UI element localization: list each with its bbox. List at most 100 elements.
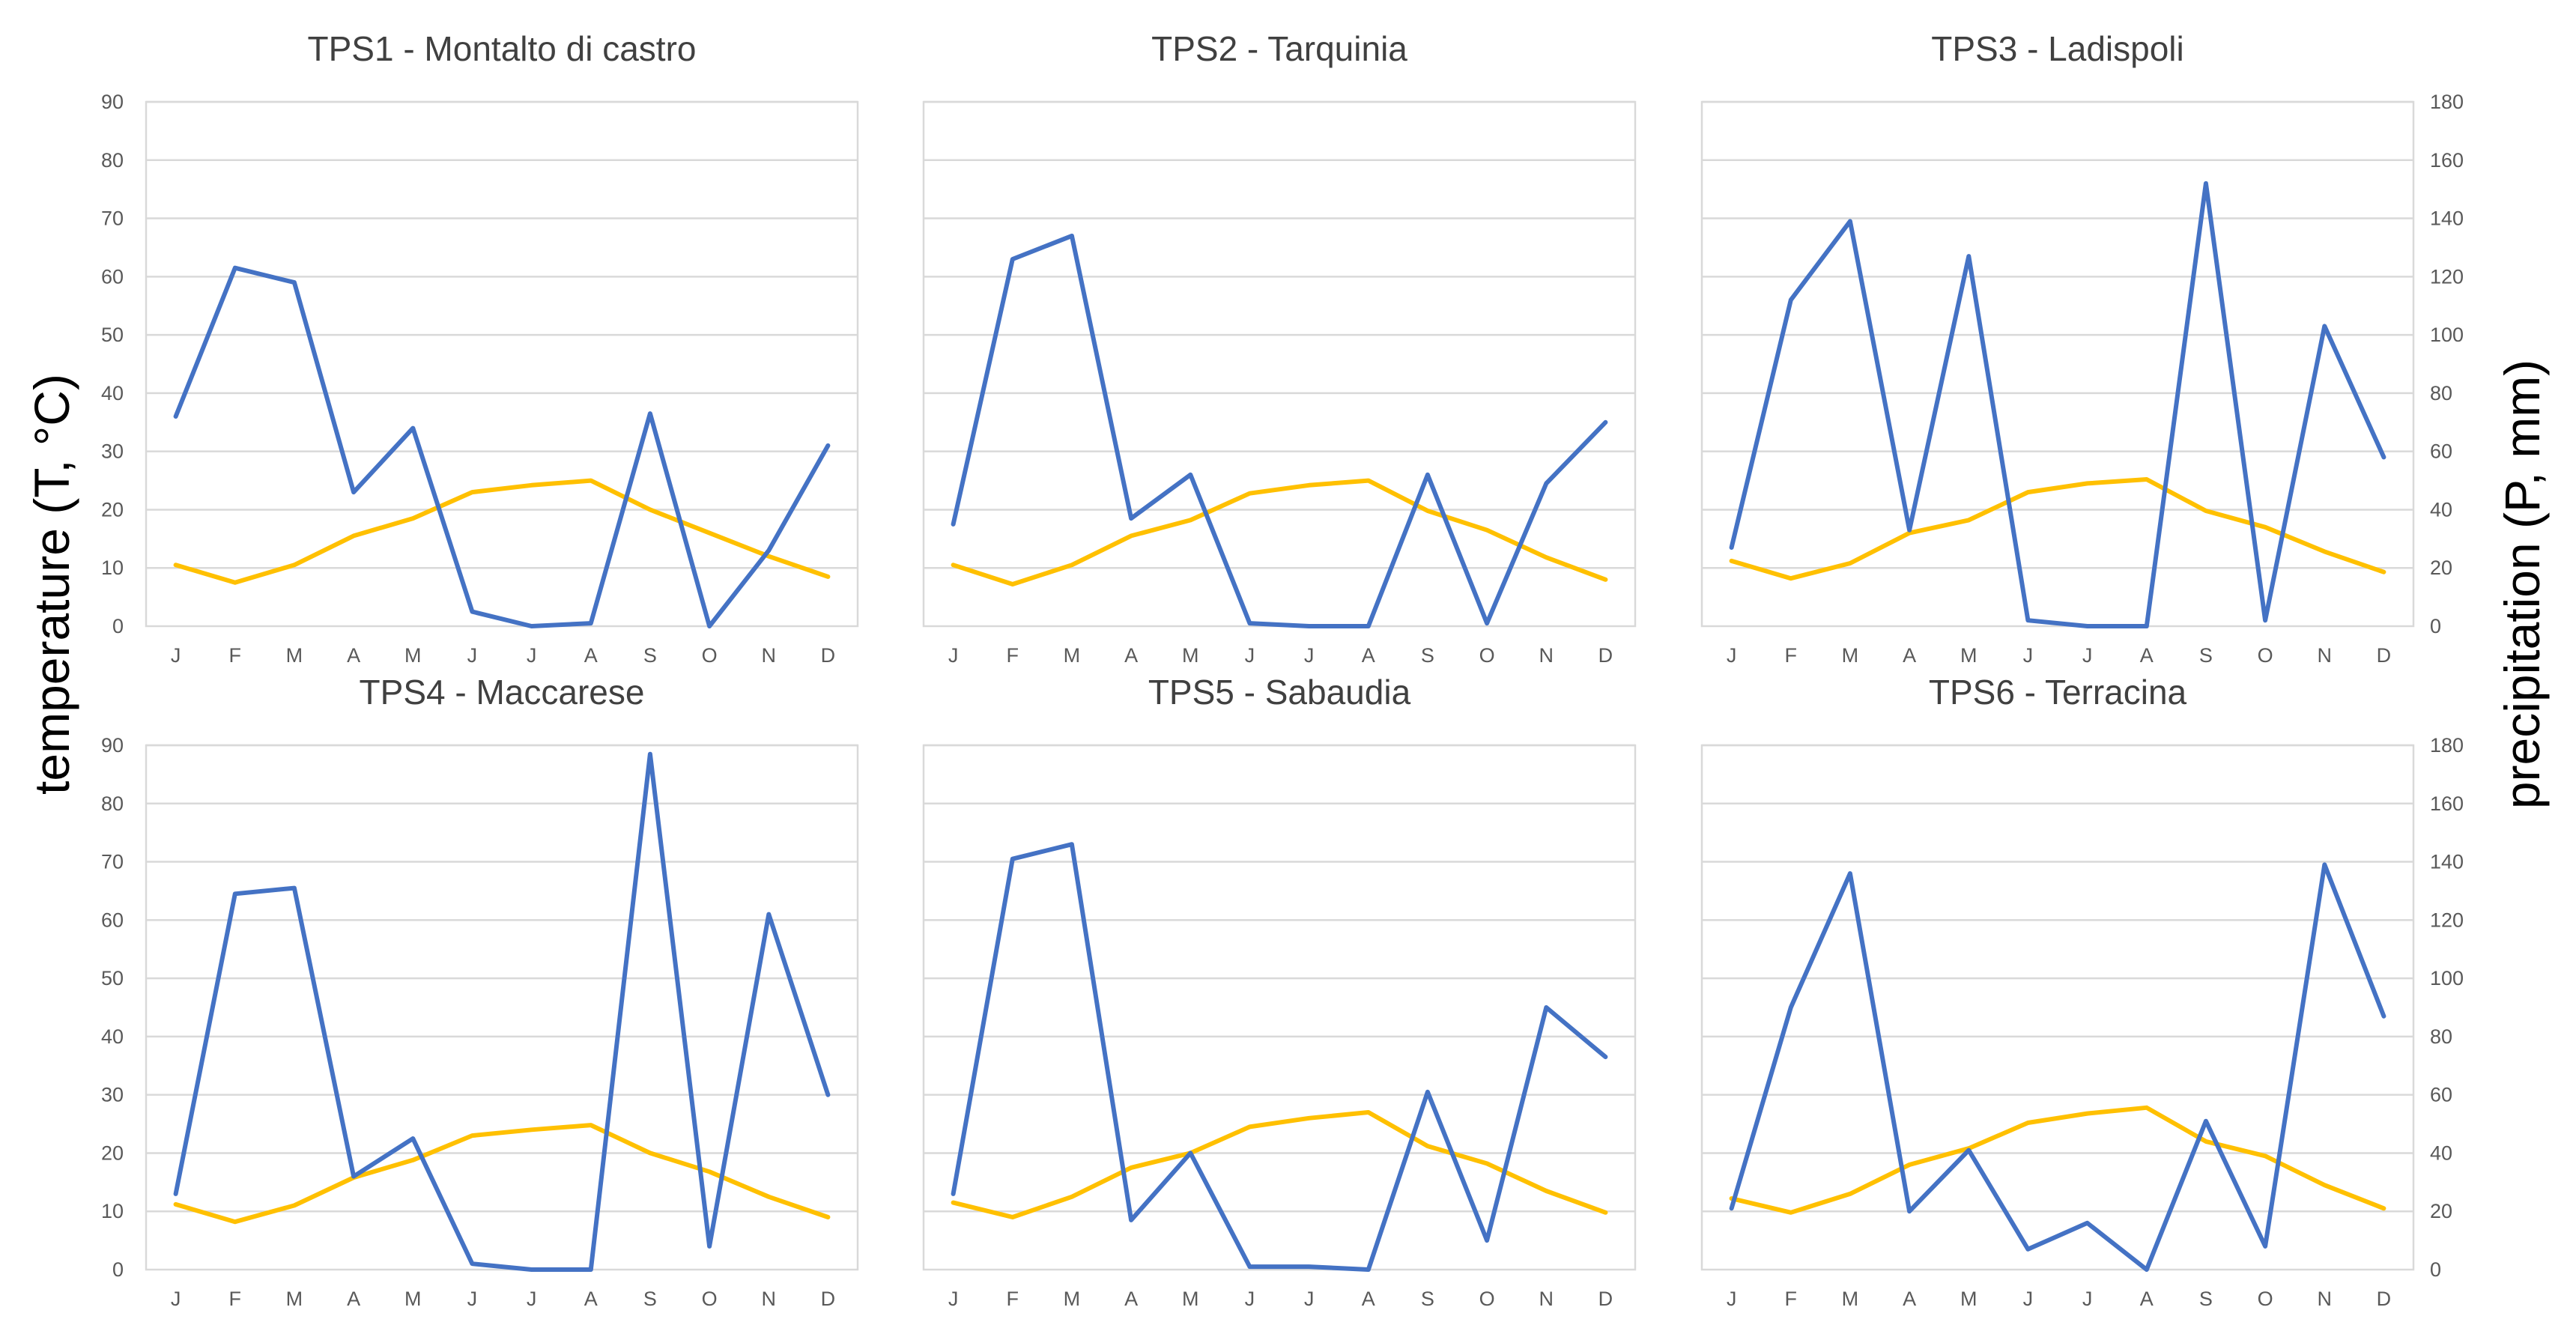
y-tick-label-right: 140: [2430, 207, 2464, 230]
x-tick-label: F: [1007, 1288, 1019, 1310]
x-tick-label: M: [1960, 1288, 1978, 1310]
y-tick-label-right: 100: [2430, 967, 2464, 989]
y-tick-label-left: 40: [101, 1025, 124, 1048]
x-tick-label: M: [1064, 1288, 1081, 1310]
y-tick-label-left: 20: [101, 498, 124, 521]
x-tick-label: J: [467, 644, 478, 667]
x-tick-label: F: [229, 644, 242, 667]
x-tick-label: O: [2258, 1288, 2273, 1310]
x-tick-label: J: [1727, 1288, 1737, 1310]
precipitation-series-line: [173, 265, 831, 628]
y-tick-label-right: 180: [2430, 91, 2464, 113]
right-axis-label: precipitation (P, mm): [2494, 360, 2550, 809]
y-tick-label-right: 180: [2430, 734, 2464, 757]
plot-frame: [922, 744, 1637, 1271]
y-tick-label-left: 20: [101, 1142, 124, 1164]
y-tick-label-right: 100: [2430, 324, 2464, 346]
x-tick-label: M: [1064, 644, 1081, 667]
x-tick-label: J: [1245, 644, 1255, 667]
x-tick-label: D: [821, 1288, 836, 1310]
x-tick-label: A: [1903, 644, 1916, 667]
x-tick-label: D: [2377, 644, 2392, 667]
x-tick-label: M: [286, 1288, 303, 1310]
chart-panel-4: TPS4 - Maccarese 0 10 20 30 40 50 60 70 80 90 J F M A M…: [101, 673, 859, 1310]
panel-title: TPS3 - Ladispoli: [1931, 29, 2184, 68]
x-tick-label: J: [527, 644, 537, 667]
x-tick-label: J: [2023, 644, 2034, 667]
y-tick-label-right: 140: [2430, 851, 2464, 873]
y-tick-label-left: 50: [101, 967, 124, 989]
x-tick-label: M: [1842, 644, 1859, 667]
y-tick-label-left: 90: [101, 91, 124, 113]
y-tick-label-right: 160: [2430, 149, 2464, 172]
x-tick-label: J: [467, 1288, 478, 1310]
x-tick-label: J: [948, 1288, 959, 1310]
y-tick-label-right: 40: [2430, 498, 2452, 521]
x-tick-label: S: [643, 1288, 657, 1310]
precipitation-series-line: [1729, 862, 2386, 1272]
x-tick-label: A: [347, 644, 360, 667]
y-tick-label-right: 160: [2430, 792, 2464, 815]
x-tick-label: S: [643, 644, 657, 667]
x-tick-label: M: [1842, 1288, 1859, 1310]
y-tick-label-right: 80: [2430, 1025, 2452, 1048]
x-tick-label: D: [2377, 1288, 2392, 1310]
panel-title: TPS1 - Montalto di castro: [308, 29, 697, 68]
y-tick-label-left: 30: [101, 440, 124, 463]
x-tick-label: J: [2082, 644, 2093, 667]
x-tick-label: A: [584, 644, 598, 667]
x-tick-label: A: [1124, 644, 1138, 667]
x-tick-label: O: [702, 644, 718, 667]
y-tick-label-right: 80: [2430, 382, 2452, 404]
y-tick-label-left: 60: [101, 909, 124, 931]
x-tick-label: O: [2258, 644, 2273, 667]
y-tick-label-right: 120: [2430, 909, 2464, 931]
y-tick-label-right: 60: [2430, 440, 2452, 463]
y-tick-label-left: 0: [112, 615, 124, 637]
x-tick-label: N: [1539, 644, 1554, 667]
x-tick-label: J: [2082, 1288, 2093, 1310]
y-tick-label-left: 90: [101, 734, 124, 757]
x-tick-label: S: [1421, 644, 1434, 667]
y-tick-label-left: 50: [101, 324, 124, 346]
precipitation-series-line: [951, 842, 1608, 1272]
y-tick-label-left: 70: [101, 207, 124, 230]
x-tick-label: A: [2140, 1288, 2154, 1310]
plot-frame: [1700, 100, 2415, 628]
x-tick-label: A: [584, 1288, 598, 1310]
y-tick-label-left: 80: [101, 149, 124, 172]
chart-panels: TPS1 - Montalto di castro 0 10 20 30 40 50 60 70…: [101, 29, 2464, 1310]
y-tick-label-right: 20: [2430, 1200, 2452, 1222]
x-tick-label: F: [1007, 644, 1019, 667]
temperature-series-line: [173, 478, 831, 585]
x-tick-label: A: [1124, 1288, 1138, 1310]
y-tick-label-left: 0: [112, 1258, 124, 1281]
plot-frame: [1700, 744, 2415, 1271]
panel-title: TPS5 - Sabaudia: [1148, 673, 1411, 712]
x-tick-label: J: [1245, 1288, 1255, 1310]
x-tick-label: N: [2318, 1288, 2333, 1310]
x-tick-label: N: [2318, 644, 2333, 667]
x-tick-label: A: [2140, 644, 2154, 667]
x-tick-label: O: [1479, 644, 1495, 667]
y-tick-label-left: 30: [101, 1084, 124, 1106]
chart-panel-1: TPS1 - Montalto di castro 0 10 20 30 40 50 60 70…: [101, 29, 859, 667]
x-tick-label: F: [1785, 1288, 1798, 1310]
y-tick-label-right: 0: [2430, 1258, 2441, 1281]
panel-title: TPS4 - Maccarese: [360, 673, 645, 712]
x-tick-label: J: [948, 644, 959, 667]
panel-title: TPS6 - Terracina: [1929, 673, 2187, 712]
temperature-series-line: [1729, 1105, 2386, 1215]
x-tick-label: J: [1727, 644, 1737, 667]
y-tick-label-left: 10: [101, 1200, 124, 1222]
chart-panel-6: TPS6 - Terracina 0 20 40 60 80 100 120 140 160 180…: [1700, 673, 2464, 1310]
x-tick-label: A: [1903, 1288, 1916, 1310]
x-tick-label: J: [171, 1288, 181, 1310]
x-tick-label: S: [2199, 1288, 2213, 1310]
x-tick-label: S: [2199, 644, 2213, 667]
y-tick-label-left: 10: [101, 557, 124, 579]
left-axis-label: temperature (T, °C): [24, 374, 79, 795]
temperature-series-line: [1729, 477, 2386, 581]
y-tick-label-right: 20: [2430, 557, 2452, 579]
y-tick-label-left: 40: [101, 382, 124, 404]
